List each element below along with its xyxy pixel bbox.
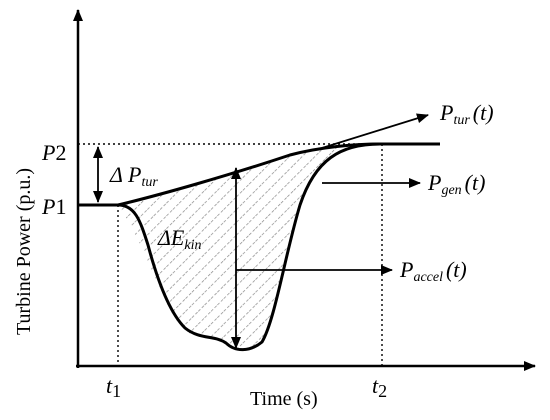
delta-e-kin-label: ΔEkin [157, 225, 201, 253]
svg-text:t1: t1 [106, 373, 121, 401]
p-tur-curve [78, 142, 440, 207]
kinetic-energy-area [118, 144, 380, 350]
svg-text:Paccel(t): Paccel (t) [399, 257, 467, 285]
p-tur-label: Ptur (t) [439, 100, 494, 128]
p-gen-label: Pgen (t) [427, 170, 485, 198]
t2-tick-label: t2 [372, 373, 387, 401]
p1-tick-label: P1 [41, 194, 66, 219]
svg-text:Pgen(t): Pgen (t) [427, 170, 485, 198]
svg-text:ΔEkin: ΔEkin [157, 225, 201, 253]
y-axis-label: Turbine Power (p.u.) [13, 168, 35, 335]
svg-text:P1: P1 [41, 194, 66, 219]
svg-text:Ptur(t): Ptur (t) [439, 100, 494, 128]
svg-text:Δ Ptur: Δ Ptur [109, 162, 158, 190]
svg-text:P2: P2 [41, 140, 66, 165]
t1-tick-label: t1 [106, 373, 121, 401]
delta-p-tur-label: Δ Ptur [109, 162, 158, 190]
x-axis-label: Time (s) [250, 388, 318, 410]
svg-text:t2: t2 [372, 373, 387, 401]
p2-tick-label: P2 [41, 140, 66, 165]
p-accel-label: Paccel (t) [399, 257, 467, 285]
p-tur-pointer [321, 113, 429, 149]
